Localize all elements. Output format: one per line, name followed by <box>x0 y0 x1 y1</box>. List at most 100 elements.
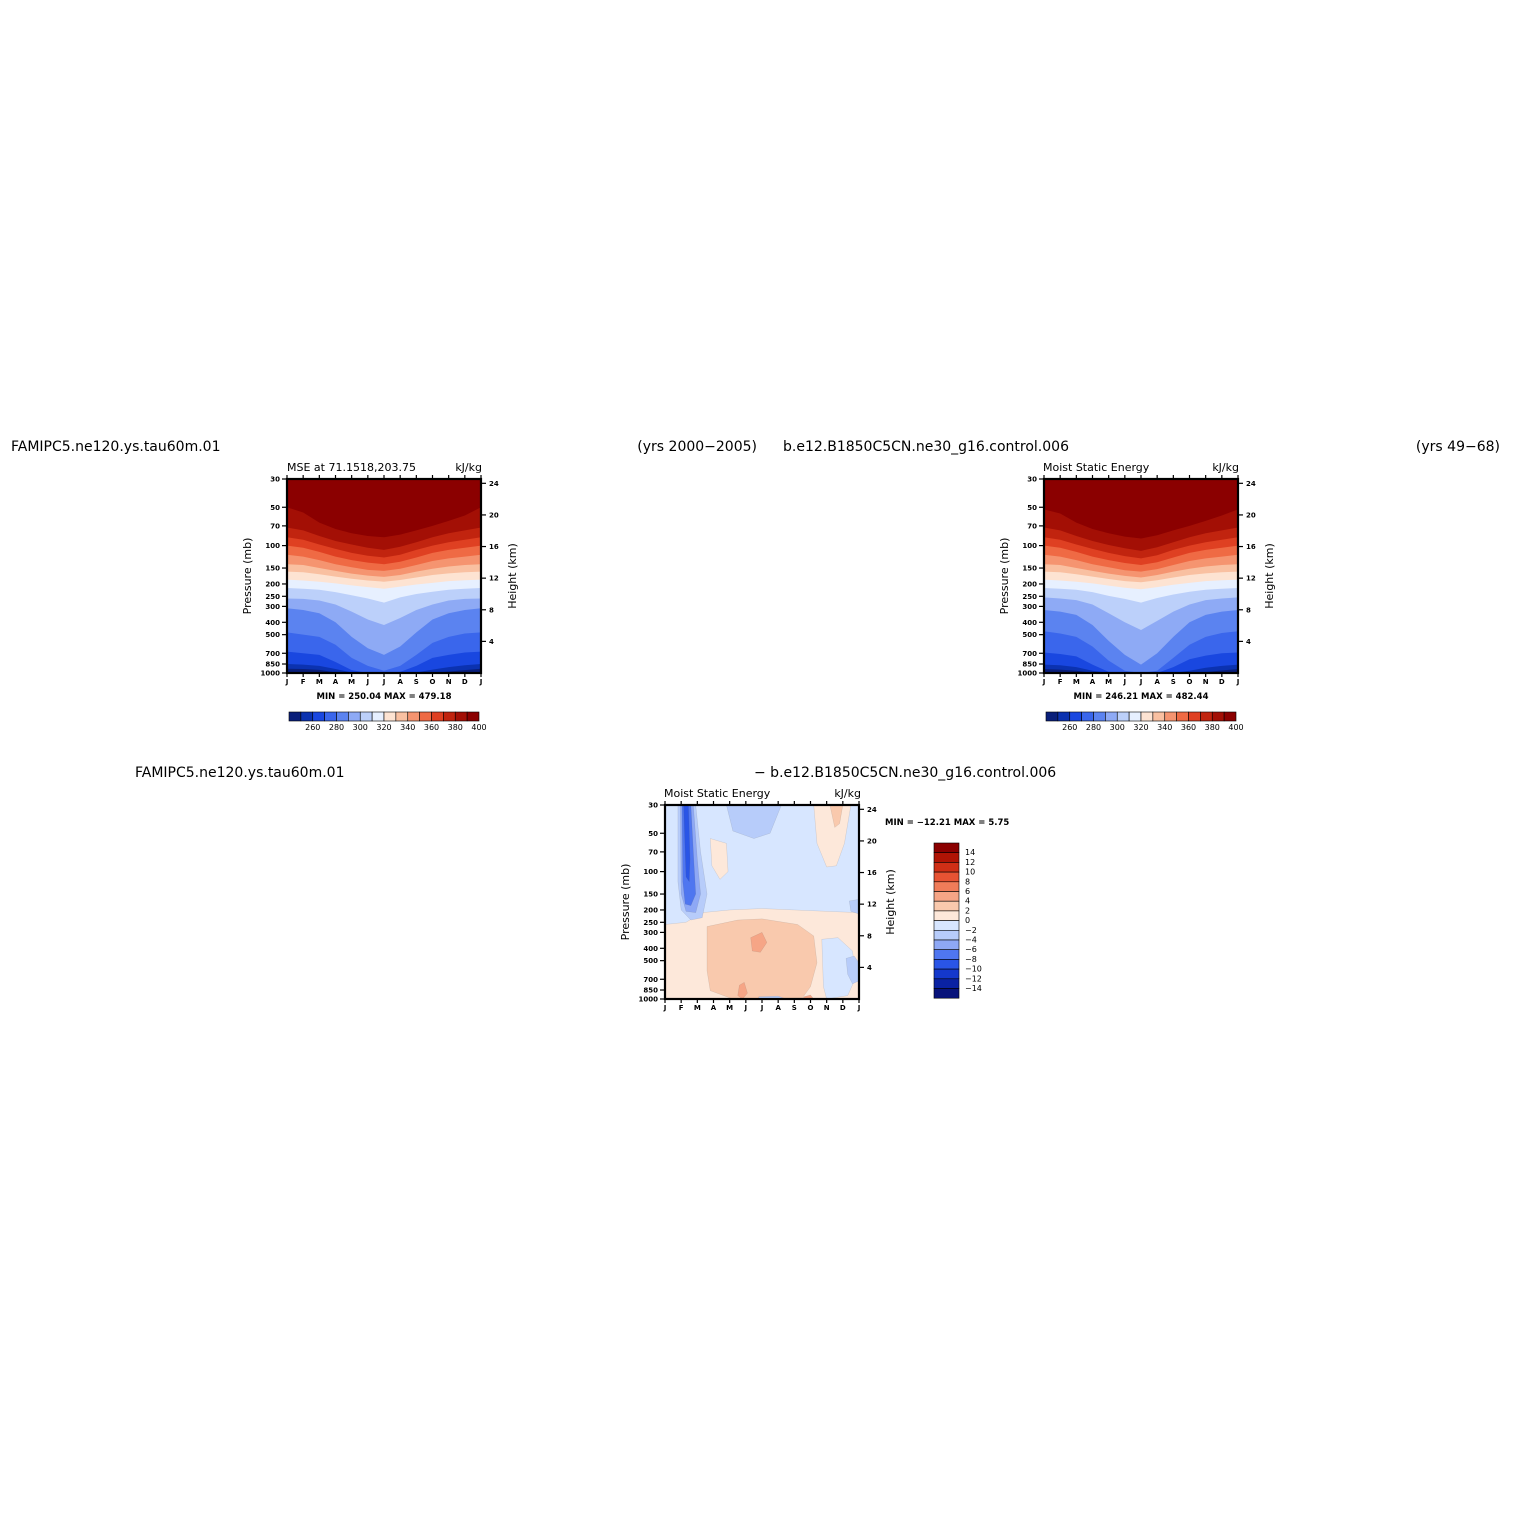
y-right-tick-label: 12 <box>867 901 877 909</box>
min-max-label: MIN = 246.21 MAX = 482.44 <box>1074 692 1209 702</box>
colorbar-swatch <box>348 711 361 722</box>
y-tick-label: 150 <box>265 565 280 573</box>
y-axis-label: Pressure (mb) <box>619 864 632 941</box>
contour-region <box>683 805 691 883</box>
x-tick-label: J <box>744 1004 748 1012</box>
x-tick-label: O <box>808 1004 814 1012</box>
colorbar-label: 340 <box>1157 723 1172 732</box>
y-axis-right-label: Height (km) <box>1263 543 1276 609</box>
y-tick-label: 850 <box>643 987 658 995</box>
y-tick-label: 850 <box>1022 661 1037 669</box>
x-tick-label: J <box>382 678 386 686</box>
x-tick-label: A <box>1154 678 1160 686</box>
bottom-case-b-label: − b.e12.B1850C5CN.ne30_g16.control.006 <box>754 765 1056 781</box>
top-left-case-label: FAMIPC5.ne120.ys.tau60m.01 <box>11 439 220 455</box>
y-right-tick-label: 16 <box>867 869 877 877</box>
contour-region <box>821 937 856 999</box>
y-tick-label: 150 <box>643 891 658 899</box>
contour-fills <box>1044 479 1238 673</box>
units-label: kJ/kg <box>455 461 482 474</box>
x-tick-label: M <box>1073 678 1080 686</box>
colorbar-label: 6 <box>965 887 970 896</box>
x-tick-label: D <box>840 1004 846 1012</box>
x-tick-label: M <box>348 678 355 686</box>
y-right-tick-label: 24 <box>489 480 499 488</box>
plot-title: Moist Static Energy <box>1043 461 1150 474</box>
y-tick-label: 300 <box>1022 603 1037 611</box>
mse-difference-panel: J F M A M J J A S O N D J305070100150200250300400500… <box>619 787 1009 1012</box>
x-tick-label: J <box>285 678 289 686</box>
colorbar-swatch <box>933 852 960 863</box>
y-axis-label: Pressure (mb) <box>241 538 254 615</box>
y-tick-label: 400 <box>643 945 658 953</box>
y-tick-label: 400 <box>265 619 280 627</box>
top-right-case-label: b.e12.B1850C5CN.ne30_g16.control.006 <box>783 439 1069 455</box>
colorbar-swatch <box>312 711 325 722</box>
colorbar-label: 300 <box>353 723 368 732</box>
x-tick-label: A <box>775 1004 781 1012</box>
colorbar-swatch <box>933 871 960 883</box>
colorbar-label: 14 <box>965 848 975 857</box>
y-tick-label: 400 <box>1022 619 1037 627</box>
y-tick-label: 50 <box>1027 504 1037 512</box>
colorbar-swatch <box>933 929 960 941</box>
x-tick-label: N <box>446 678 452 686</box>
colorbar-swatch <box>1105 711 1118 722</box>
contour-region <box>750 932 768 953</box>
colorbar-swatch <box>933 920 960 931</box>
colorbar-swatch <box>1093 711 1106 722</box>
colorbar-swatch <box>1211 711 1225 722</box>
y-tick-label: 700 <box>1022 650 1037 658</box>
y-tick-label: 500 <box>1022 631 1037 639</box>
colorbar-swatch <box>1057 711 1071 722</box>
colorbar-label: 4 <box>965 897 970 906</box>
y-right-tick-label: 8 <box>489 606 494 614</box>
colorbar-label: 300 <box>1110 723 1125 732</box>
y-tick-label: 250 <box>1022 593 1037 601</box>
colorbar-label: −14 <box>965 984 982 993</box>
y-right-tick-label: 20 <box>1246 511 1256 519</box>
colorbar-label: −8 <box>965 955 977 964</box>
y-tick-label: 250 <box>643 919 658 927</box>
colorbar-swatch <box>1188 711 1201 722</box>
y-tick-label: 200 <box>265 580 280 588</box>
x-tick-label: J <box>760 1004 764 1012</box>
colorbar-label: 320 <box>1133 723 1148 732</box>
colorbar-swatch <box>1176 711 1189 722</box>
colorbar-swatch <box>1128 711 1142 722</box>
x-tick-label: F <box>679 1004 684 1012</box>
x-tick-label: J <box>663 1004 667 1012</box>
colorbar-swatch <box>288 711 302 722</box>
colorbar: 260 280 300 320 340 360 380 400 <box>1045 711 1244 732</box>
y-tick-label: 70 <box>1027 522 1037 530</box>
y-right-tick-label: 8 <box>867 932 872 940</box>
colorbar-swatch <box>466 711 480 722</box>
colorbar-label: 400 <box>1228 723 1243 732</box>
x-tick-label: M <box>1105 678 1112 686</box>
x-tick-label: M <box>694 1004 701 1012</box>
x-tick-label: J <box>366 678 370 686</box>
colorbar-swatch <box>1081 711 1094 722</box>
colorbar-label: 0 <box>965 916 970 925</box>
y-tick-label: 70 <box>648 848 658 856</box>
colorbar-swatch <box>336 711 349 722</box>
contour-region <box>845 955 859 985</box>
colorbar-swatch <box>933 842 960 853</box>
x-tick-label: M <box>726 1004 733 1012</box>
y-tick-label: 1000 <box>1018 670 1038 678</box>
colorbar-swatch <box>933 939 960 950</box>
colorbar-swatch <box>419 711 432 722</box>
contour-region <box>829 805 843 828</box>
colorbar-label: −10 <box>965 965 982 974</box>
diff-fill-group <box>665 805 859 999</box>
colorbar-label: 260 <box>305 723 320 732</box>
y-tick-label: 30 <box>270 476 280 484</box>
colorbar-label: 360 <box>1181 723 1196 732</box>
top-right-years-label: (yrs 49−68) <box>1416 439 1500 455</box>
colorbar-swatch <box>407 711 420 722</box>
colorbar-swatch <box>1140 711 1154 722</box>
colorbar-label: 380 <box>448 723 463 732</box>
contour-region <box>710 838 729 880</box>
y-right-tick-label: 20 <box>867 837 877 845</box>
